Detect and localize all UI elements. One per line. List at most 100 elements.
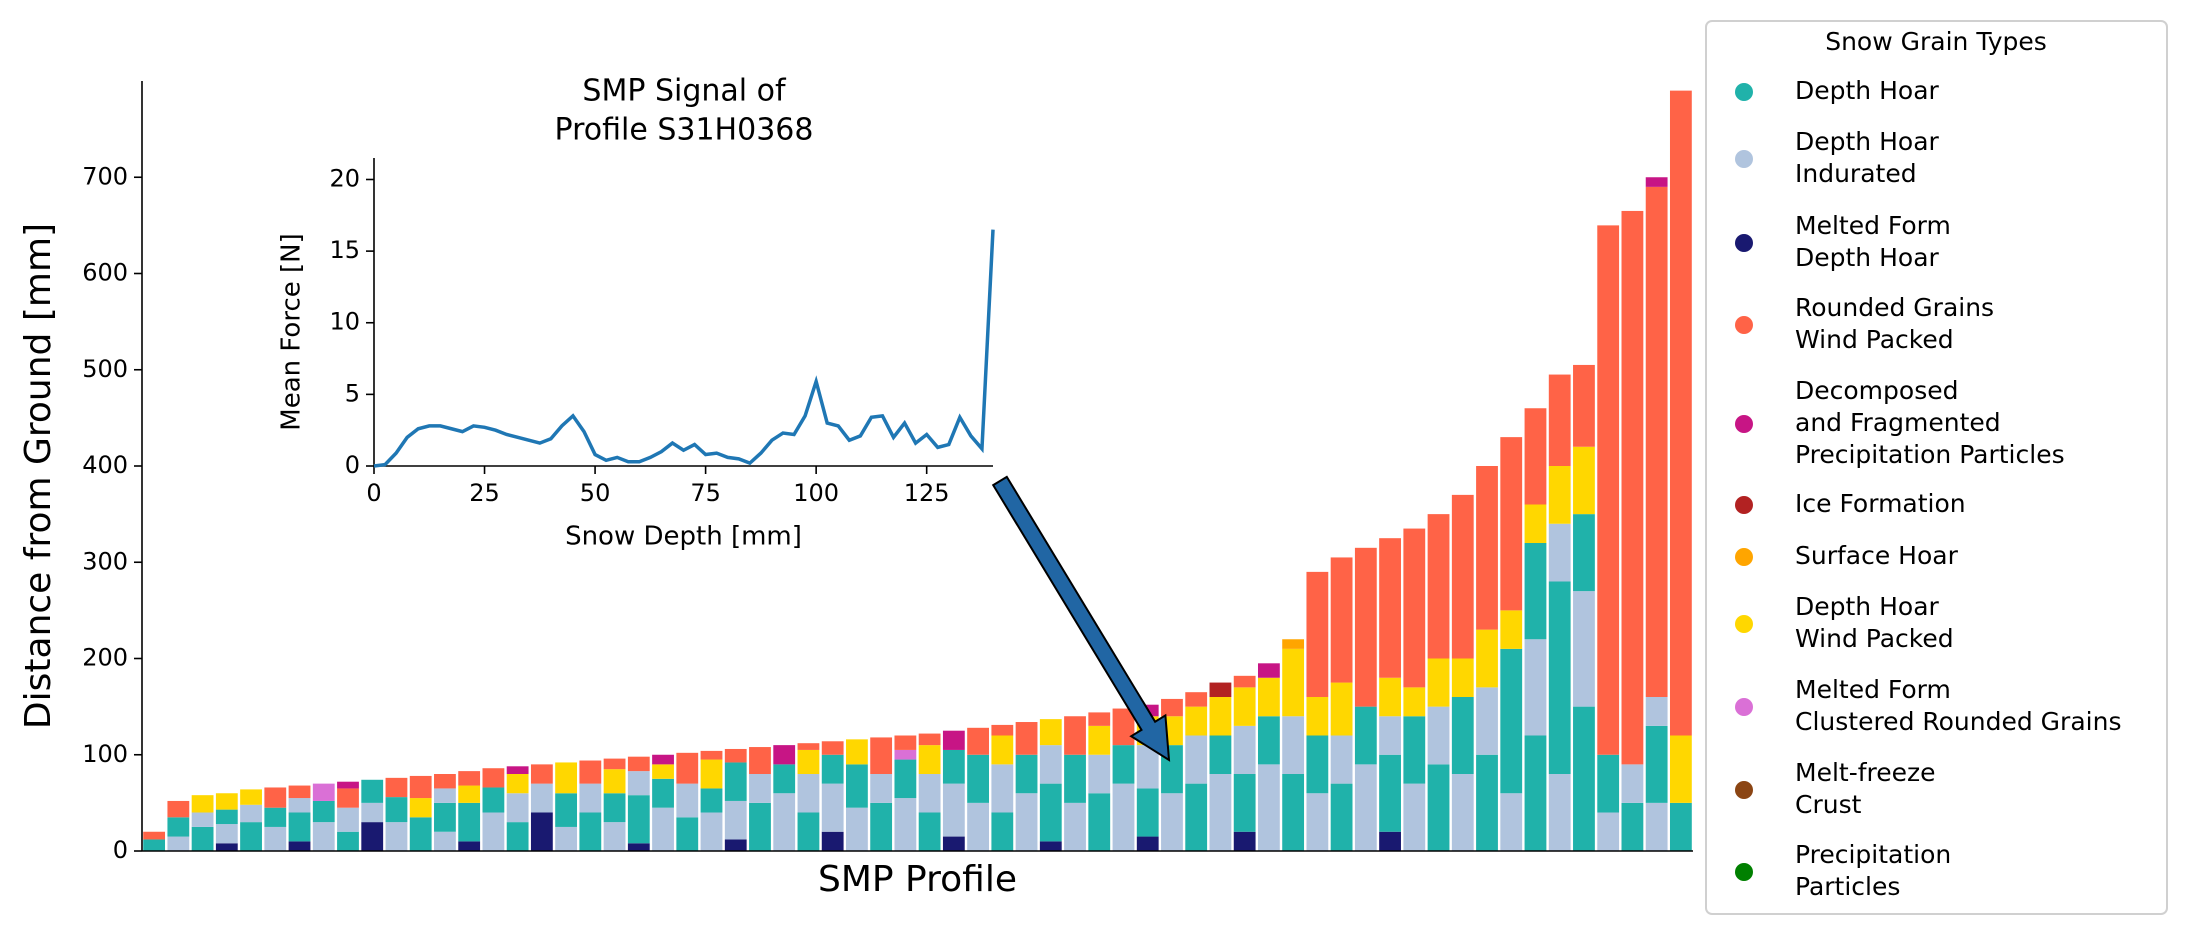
bar-segment: [1548, 774, 1571, 851]
legend-marker: [1735, 615, 1753, 633]
bar-segment: [894, 759, 917, 799]
legend-label-line: Depth Hoar: [1795, 592, 1940, 621]
bar-segment: [797, 743, 820, 750]
legend-label-line: Melted Form: [1795, 675, 1951, 704]
legend-label: Precipitation Particles: [1795, 840, 1951, 901]
bar-segment: [967, 802, 989, 851]
legend-label-line: Precipitation Particles: [1795, 440, 2065, 469]
annotation-arrow: [991, 475, 1171, 762]
bar-segment: [870, 737, 893, 774]
bar-segment: [773, 793, 796, 851]
bar-segment: [1573, 514, 1595, 592]
bar-segment: [1573, 446, 1595, 515]
bar-segment: [1233, 675, 1256, 688]
bar-segment: [1548, 374, 1571, 466]
bar-segment: [1282, 639, 1305, 649]
bar-segment: [1209, 735, 1232, 774]
legend-marker: [1735, 415, 1753, 433]
bar-segment: [1330, 735, 1353, 784]
legend-label: Rounded Grains Wind Packed: [1795, 293, 1994, 354]
legend-label-line: Melted Form: [1795, 211, 1951, 240]
bar-segment: [1112, 745, 1135, 784]
bar-segment: [1379, 831, 1401, 851]
bar-segment: [506, 822, 529, 851]
bar-segment: [1112, 783, 1135, 851]
bar-segment: [167, 836, 190, 851]
legend-label: Depth Hoar: [1795, 76, 1940, 105]
bar-segment: [385, 797, 408, 823]
inset-title: SMP Signal of: [582, 74, 787, 109]
bar-segment: [506, 774, 529, 794]
y-tick-label: 400: [82, 451, 128, 479]
legend-label-line: Clustered Rounded Grains: [1795, 707, 2121, 736]
legend-label-line: Surface Hoar: [1795, 541, 1959, 570]
bar-segment: [1476, 466, 1498, 630]
bar-segment: [1379, 754, 1401, 832]
bar-segment: [264, 807, 287, 827]
legend-marker: [1735, 548, 1753, 566]
bar-segment: [1233, 831, 1256, 851]
legend-marker: [1735, 496, 1753, 514]
bar-segment: [627, 795, 650, 844]
legend-marker: [1735, 234, 1753, 252]
bar-segment: [1209, 697, 1232, 736]
bar-segment: [361, 802, 384, 823]
bar-segment: [1039, 745, 1062, 784]
bar-segment: [773, 764, 796, 794]
bar-segment: [1427, 514, 1450, 659]
bar-segment: [1427, 706, 1450, 765]
inset-y-tick-label: 15: [329, 236, 360, 264]
bar-segment: [409, 775, 432, 799]
bar-segment: [530, 764, 553, 784]
legend-label: Decomposed and Fragmented Precipitation Pa…: [1795, 376, 2065, 469]
bar-segment: [749, 747, 771, 774]
bar-segment: [458, 841, 481, 851]
bar-segment: [1379, 716, 1401, 755]
bar-segment: [555, 793, 578, 827]
bar-segment: [627, 843, 650, 851]
bar-segment: [1112, 708, 1135, 746]
bar-segment: [652, 807, 674, 851]
bar-segment: [1064, 754, 1086, 803]
bar-segment: [1548, 466, 1571, 524]
signal-line: [373, 229, 995, 468]
bar-segment: [409, 817, 432, 851]
bar-segment: [1306, 793, 1329, 851]
inset-x-tick-label: 100: [793, 479, 839, 507]
bar-segment: [942, 749, 965, 784]
bar-segment: [1403, 687, 1426, 717]
bar-segment: [1039, 719, 1062, 746]
bar-segment: [482, 812, 505, 851]
bar-segment: [1306, 571, 1329, 697]
bar-segment: [1524, 639, 1547, 736]
bar-segment: [627, 771, 650, 796]
bar-segment: [1039, 783, 1062, 842]
bar-segment: [1500, 648, 1523, 794]
bar-segment: [991, 724, 1014, 736]
bar-segment: [676, 783, 699, 818]
bar-segment: [409, 798, 432, 818]
bar-segment: [1451, 697, 1474, 774]
bar-segment: [215, 843, 238, 851]
bar-segment: [1185, 735, 1208, 784]
bar-segment: [1015, 754, 1038, 794]
legend-label-line: Decomposed: [1795, 376, 1958, 405]
bar-segment: [1233, 687, 1256, 726]
bar-segment: [1233, 774, 1256, 832]
bar-segment: [821, 831, 844, 851]
inset-x-tick-label: 50: [580, 479, 611, 507]
bar-segment: [1669, 802, 1692, 851]
bar-segment: [361, 822, 384, 851]
bar-segment: [942, 730, 965, 750]
bar-segment: [991, 812, 1014, 851]
bar-segment: [1597, 812, 1620, 851]
bar-segment: [482, 768, 505, 788]
bar-segment: [1330, 682, 1353, 736]
bar-segment: [215, 824, 238, 844]
legend-label-line: Wind Packed: [1795, 624, 1954, 653]
bar-segment: [1669, 90, 1692, 736]
bar-segment: [1257, 677, 1280, 717]
bar-segment: [434, 802, 456, 832]
bar-segment: [1257, 764, 1280, 851]
